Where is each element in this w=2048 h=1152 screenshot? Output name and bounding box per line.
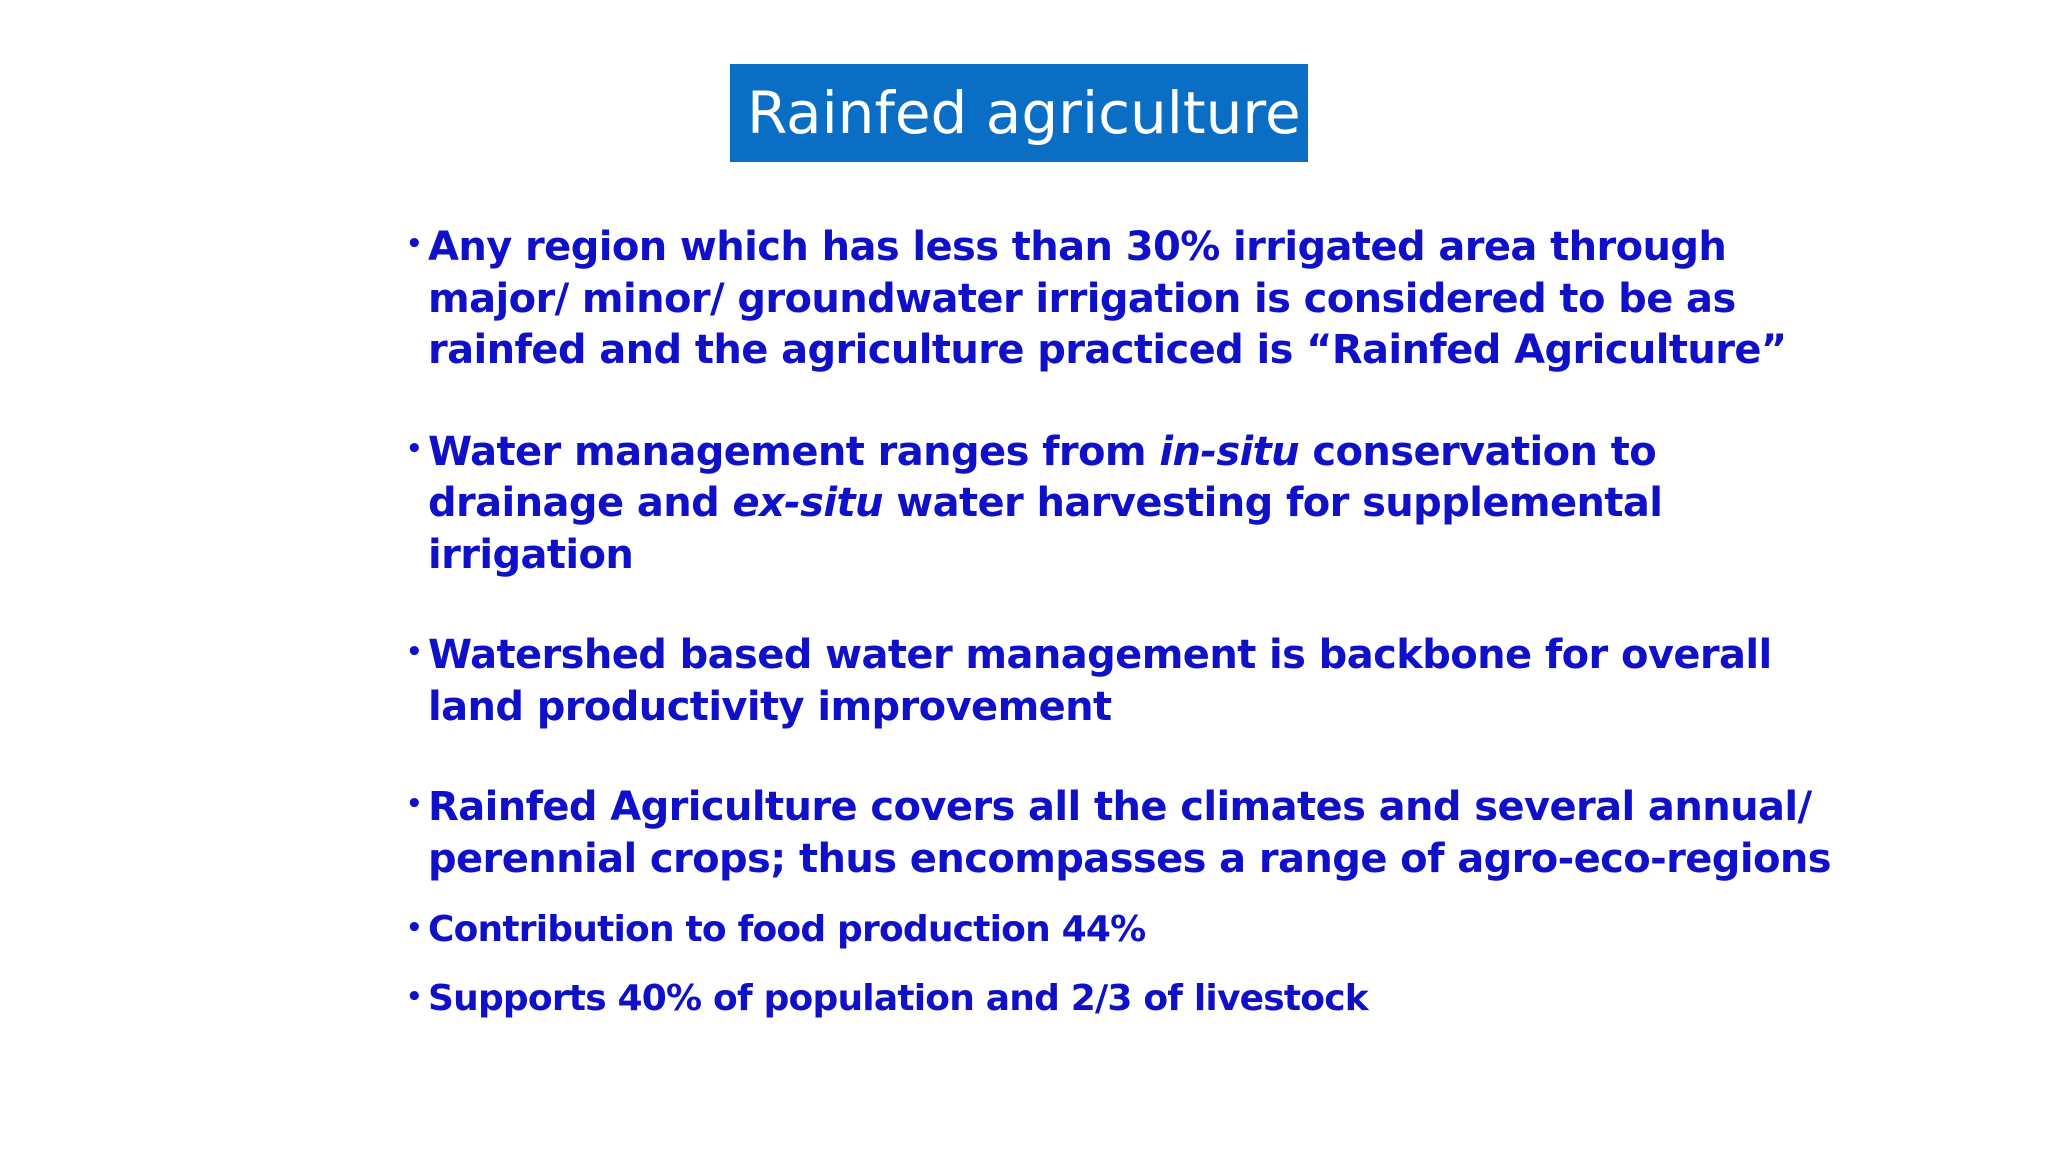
slide-title: Rainfed agriculture xyxy=(747,79,1301,147)
bullet-item: • Contribution to food production 44% xyxy=(400,908,1780,952)
text-run: conservation to xyxy=(1299,428,1657,475)
bullet-list: • Any region which has less than 30% irr… xyxy=(400,222,1832,1021)
bullet-item: • Any region which has less than 30% irr… xyxy=(400,222,1787,377)
bullet-marker: • xyxy=(406,433,423,464)
bullet-line: Supports 40% of population and 2/3 of li… xyxy=(428,978,1369,1019)
bullet-item: • Watershed based water management is ba… xyxy=(400,630,1780,733)
bullet-line: Contribution to food production 44% xyxy=(428,909,1146,950)
bullet-line: land productivity improvement xyxy=(428,683,1112,730)
bullet-marker: • xyxy=(406,789,423,819)
bullet-marker: • xyxy=(406,982,423,1012)
bullet-marker: • xyxy=(406,913,423,943)
bullet-line: Watershed based water management is back… xyxy=(428,632,1772,678)
title-banner: Rainfed agriculture xyxy=(730,64,1308,162)
bullet-line: rainfed and the agriculture practiced is… xyxy=(428,327,1787,373)
text-run: drainage and xyxy=(428,480,733,526)
bullet-line: irrigation xyxy=(428,531,634,578)
bullet-line: Water management ranges from in-situ con… xyxy=(428,427,1780,479)
italic-term: in-situ xyxy=(1159,428,1300,475)
bullet-line: drainage and ex-situ water harvesting fo… xyxy=(428,478,1780,530)
italic-term: ex-situ xyxy=(732,480,883,526)
bullet-item: • Water management ranges from in-situ c… xyxy=(400,427,1780,582)
bullet-line: Rainfed Agriculture covers all the clima… xyxy=(428,784,1812,830)
bullet-line: Any region which has less than 30% irrig… xyxy=(428,224,1727,270)
bullet-marker: • xyxy=(406,637,423,667)
bullet-item: • Rainfed Agriculture covers all the cli… xyxy=(400,782,1832,885)
bullet-item: • Supports 40% of population and 2/3 of … xyxy=(400,977,1780,1021)
bullet-line: perennial crops; thus encompasses a rang… xyxy=(428,835,1832,882)
text-run: Water management ranges from xyxy=(428,428,1160,475)
bullet-marker: • xyxy=(406,229,423,259)
text-run: water harvesting for supplemental xyxy=(882,480,1663,526)
bullet-line: major/ minor/ groundwater irrigation is … xyxy=(428,275,1736,322)
